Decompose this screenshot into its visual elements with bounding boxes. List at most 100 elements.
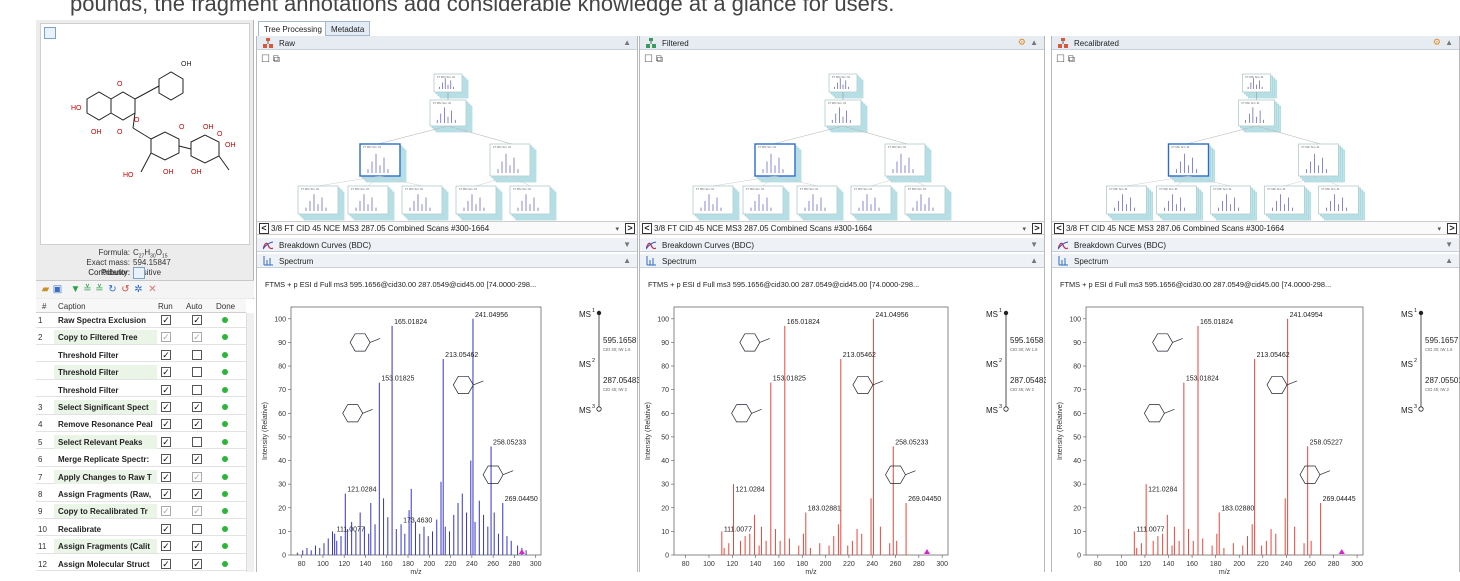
auto-checkbox[interactable]: ✓: [192, 489, 202, 499]
workflow-scrollbar[interactable]: [246, 313, 254, 572]
new-view-icon[interactable]: ☐: [644, 54, 656, 65]
run-checkbox[interactable]: ✓: [161, 349, 171, 360]
workflow-row[interactable]: 5 Select Relevant Peaks ✓: [36, 434, 246, 450]
previous-scan-button[interactable]: <: [259, 223, 269, 234]
tree-node-ms3-selected[interactable]: FT MS² Scn: #1: [754, 143, 802, 183]
workflow-row[interactable]: 1 Raw Spectra Exclusion ✓ ✓: [36, 313, 246, 328]
auto-checkbox[interactable]: ✓: [192, 402, 202, 412]
tree-node-ms1[interactable]: FT MS² Scn: #1: [433, 73, 469, 99]
run-checkbox[interactable]: ✓: [161, 471, 171, 482]
tree-node-ms4[interactable]: FT MS² Scn: #1: [796, 185, 844, 221]
collapse-caret-icon[interactable]: ▲: [1445, 256, 1453, 265]
collapse-caret-icon[interactable]: ▲: [1030, 256, 1038, 265]
workflow-row[interactable]: 2 Copy to Filtered Tree ✓ ✓: [36, 330, 246, 345]
workflow-row[interactable]: 7 Apply Changes to Raw T ✓ ✓: [36, 469, 246, 485]
tree-node-ms4[interactable]: FT MS² Scn: #1: [692, 185, 740, 221]
tree-node-ms4[interactable]: FT MS² Scn: #1: [1318, 185, 1365, 221]
workflow-row[interactable]: 12 Assign Molecular Struct ✓ ✓: [36, 557, 246, 572]
run-checkbox[interactable]: ✓: [161, 332, 171, 343]
run-checkbox[interactable]: ✓: [161, 384, 171, 395]
tree-node-ms4[interactable]: FT MS² Scn: #1: [904, 185, 952, 221]
tree-node-ms4[interactable]: FT MS² Scn: #1: [1156, 185, 1203, 221]
tree-node-ms1[interactable]: FT MS² Scn: #1: [828, 73, 864, 99]
workflow-row[interactable]: Threshold Filter ✓: [36, 348, 246, 363]
tree-node-ms4[interactable]: FT MS² Scn: #1: [850, 185, 898, 221]
tree-node-ms3-selected[interactable]: FT MS² Scn: #1: [1167, 143, 1215, 183]
collapse-caret-icon[interactable]: ▲: [623, 256, 631, 265]
run-checkbox[interactable]: ✓: [161, 523, 171, 534]
auto-checkbox[interactable]: [192, 384, 202, 395]
open-folder-icon[interactable]: ▰: [41, 284, 50, 295]
copy-view-icon[interactable]: ⧉: [655, 54, 663, 65]
tree-node-ms2[interactable]: FT MS² Scn: #1: [1238, 99, 1281, 133]
new-view-icon[interactable]: ☐: [261, 54, 273, 65]
workflow-row[interactable]: 11 Assign Fragments (Calit ✓ ✓: [36, 539, 246, 554]
run-checkbox[interactable]: ✓: [161, 454, 171, 465]
tab-metadata[interactable]: Metadata: [325, 21, 371, 36]
collapse-caret-icon[interactable]: ▲: [623, 38, 631, 47]
auto-checkbox[interactable]: ✓: [192, 506, 202, 517]
scan-dropdown-icon[interactable]: ▾: [615, 226, 619, 233]
edit-contributor-icon[interactable]: [133, 267, 145, 279]
workflow-row[interactable]: 10 Recalibrate ✓: [36, 522, 246, 537]
previous-scan-button[interactable]: <: [1054, 223, 1064, 234]
workflow-row[interactable]: 8 Assign Fragments (Raw, ✓ ✓: [36, 487, 246, 502]
tree-node-ms4[interactable]: FT MS² Scn: #1: [509, 185, 557, 221]
tree-node-ms4[interactable]: FT MS² Scn: #1: [742, 185, 790, 221]
auto-checkbox[interactable]: [192, 349, 202, 360]
run-checkbox[interactable]: ✓: [161, 541, 171, 552]
workflow-row[interactable]: Threshold Filter ✓: [36, 365, 246, 380]
refresh-icon[interactable]: ↻: [108, 284, 117, 295]
delete-icon[interactable]: ✕: [148, 284, 157, 295]
tree-node-ms2[interactable]: FT MS² Scn: #1: [824, 99, 868, 133]
edit-structure-icon[interactable]: [44, 27, 56, 39]
run-checkbox[interactable]: ✓: [161, 367, 171, 378]
previous-scan-button[interactable]: <: [642, 223, 652, 234]
filter-icon[interactable]: ▼: [70, 284, 81, 295]
auto-checkbox[interactable]: ✓: [192, 558, 202, 569]
tree-node-ms1[interactable]: FT MS² Scn: #1: [1242, 73, 1277, 99]
auto-checkbox[interactable]: [192, 436, 202, 447]
workflow-row[interactable]: Threshold Filter ✓: [36, 383, 246, 398]
collapse-caret-icon[interactable]: ▲: [1030, 38, 1038, 47]
gear-icon[interactable]: ✲: [134, 284, 143, 295]
tree-node-ms3[interactable]: FT MS² Scn: #1: [884, 143, 932, 183]
next-scan-button[interactable]: >: [1032, 223, 1042, 234]
expand-caret-icon[interactable]: ▼: [1445, 240, 1453, 249]
expand-all-icon[interactable]: ≚: [83, 284, 92, 295]
expand-caret-icon[interactable]: ▼: [623, 240, 631, 249]
auto-checkbox[interactable]: [192, 523, 202, 534]
tree-node-ms3[interactable]: FT MS² Scn: #1: [489, 143, 537, 183]
tree-node-ms3-selected[interactable]: FT MS² Scn: #1: [359, 143, 407, 183]
scan-dropdown-icon[interactable]: ▾: [1022, 226, 1026, 233]
tree-node-ms4[interactable]: FT MS² Scn: #1: [347, 185, 395, 221]
auto-checkbox[interactable]: ✓: [192, 315, 202, 325]
run-checkbox[interactable]: ✓: [161, 419, 171, 430]
tree-node-ms4[interactable]: FT MS² Scn: #1: [401, 185, 449, 221]
run-checkbox[interactable]: ✓: [161, 315, 171, 325]
scan-dropdown-icon[interactable]: ▾: [1437, 226, 1441, 233]
collapse-caret-icon[interactable]: ▲: [1445, 38, 1453, 47]
tree-node-ms2[interactable]: FT MS² Scn: #1: [429, 99, 473, 133]
copy-view-icon[interactable]: ⧉: [1067, 54, 1075, 65]
workflow-row[interactable]: 4 Remove Resonance Peal ✓ ✓: [36, 417, 246, 432]
tree-node-ms4[interactable]: FT MS² Scn: #1: [1264, 185, 1311, 221]
auto-checkbox[interactable]: ✓: [192, 471, 202, 482]
copy-view-icon[interactable]: ⧉: [272, 54, 280, 65]
tree-node-ms4[interactable]: FT MS² Scn: #1: [1106, 185, 1153, 221]
collapse-all-icon[interactable]: ≚: [95, 284, 104, 295]
run-checkbox[interactable]: ✓: [161, 436, 171, 447]
auto-checkbox[interactable]: ✓: [192, 419, 202, 430]
tree-node-ms4[interactable]: FT MS² Scn: #1: [1210, 185, 1257, 221]
workflow-row[interactable]: 6 Merge Replicate Spectr: ✓ ✓: [36, 452, 246, 467]
auto-checkbox[interactable]: [192, 367, 202, 378]
tree-node-ms3[interactable]: FT MS² Scn: #1: [1298, 143, 1345, 183]
run-checkbox[interactable]: ✓: [161, 558, 171, 569]
tab-tree-processing[interactable]: Tree Processing: [258, 21, 328, 36]
run-checkbox[interactable]: ✓: [161, 506, 171, 517]
next-scan-button[interactable]: >: [625, 223, 635, 234]
save-icon[interactable]: ▣: [52, 284, 63, 295]
tree-node-ms4[interactable]: FT MS² Scn: #1: [455, 185, 503, 221]
new-view-icon[interactable]: ☐: [1056, 54, 1068, 65]
next-scan-button[interactable]: >: [1447, 223, 1457, 234]
